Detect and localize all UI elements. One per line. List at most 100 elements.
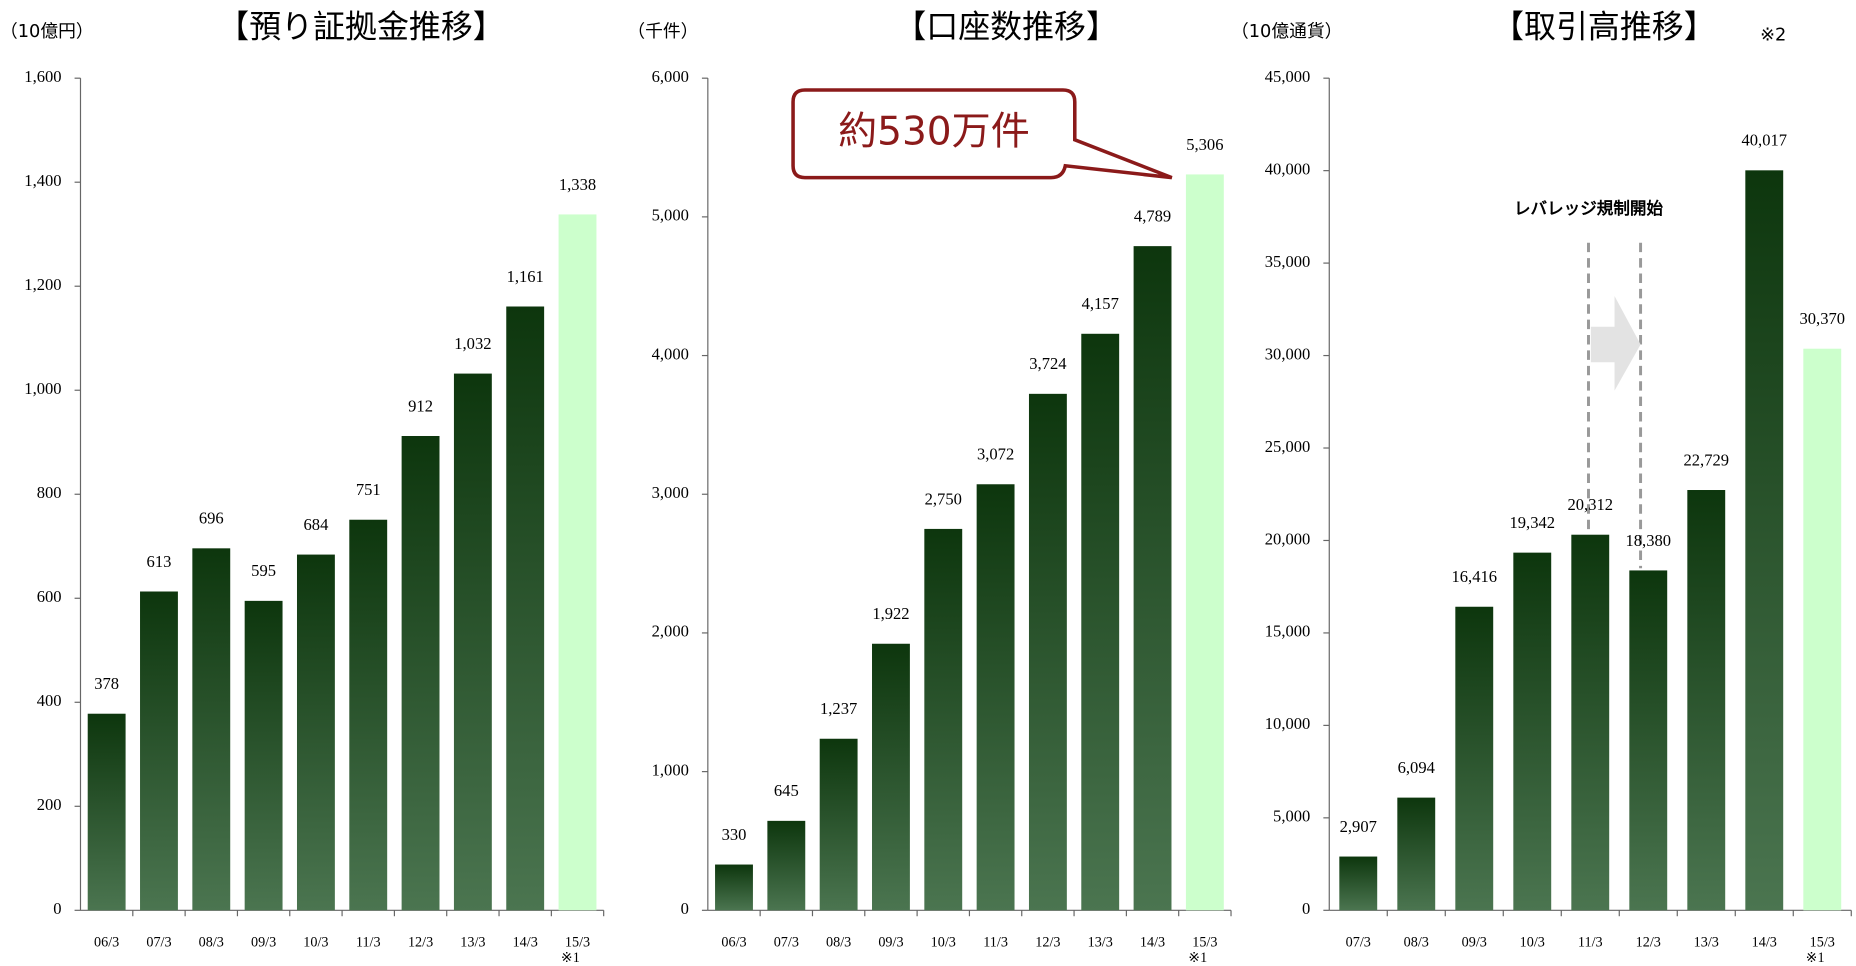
y-tick-label: 600 [37,587,62,606]
value-label: 330 [722,825,747,844]
x-tick-label: 07/3 [1346,935,1371,951]
value-label: 645 [774,781,799,800]
y-tick-label: 1,400 [24,171,61,190]
value-label: 4,789 [1134,207,1171,226]
bar [1745,170,1784,911]
title-note: ※2 [1760,26,1786,46]
y-tick-label: 5,000 [1273,807,1310,826]
y-tick-label: 0 [53,899,61,918]
x-tick-label: 09/3 [251,935,276,951]
bar [767,820,806,911]
bar [558,214,597,911]
x-tick-label: 08/3 [826,935,851,951]
chart-title: 【口座数推移】 [894,7,1118,45]
bar [1513,552,1552,911]
value-label: 2,750 [925,489,962,508]
y-tick-label: 15,000 [1265,622,1311,641]
bar [244,600,283,911]
y-tick-label: 4,000 [652,344,689,363]
bar [453,373,492,911]
y-tick-label: 25,000 [1265,437,1311,456]
x-tick-label: 07/3 [146,935,171,951]
x-tick-label: 06/3 [721,935,746,951]
category-note: ※1 [1188,950,1207,966]
y-tick-label: 1,600 [24,67,61,86]
y-tick-label: 40,000 [1265,159,1311,178]
bar [1185,174,1224,911]
x-tick-label: 12/3 [1035,935,1060,951]
value-label: 1,237 [820,699,857,718]
y-tick-label: 6,000 [652,67,689,86]
x-tick-label: 14/3 [1140,935,1165,951]
y-tick-label: 0 [681,899,689,918]
bar [1803,348,1842,911]
x-tick-label: 13/3 [1694,935,1719,951]
x-tick-label: 08/3 [199,935,224,951]
x-tick-label: 11/3 [983,935,1008,951]
y-tick-label: 30,000 [1265,344,1311,363]
bar [1133,246,1172,911]
value-label: 20,312 [1567,495,1613,514]
bar [87,713,126,911]
value-label: 40,017 [1741,131,1787,150]
value-label: 912 [408,396,433,415]
y-tick-label: 10,000 [1265,714,1311,733]
y-tick-label: 2,000 [652,622,689,641]
unit-label: （10億円） [0,21,94,42]
bar [140,591,178,911]
value-label: 3,072 [977,445,1014,464]
value-label: 5,306 [1186,135,1223,154]
value-label: 30,370 [1799,309,1845,328]
value-label: 1,338 [559,175,596,194]
bar [715,864,753,911]
y-tick-label: 1,200 [24,275,61,294]
x-tick-label: 15/3 [1810,935,1835,951]
category-note: ※1 [1806,950,1825,966]
y-tick-label: 1,000 [652,760,689,779]
chart-title: 【取引高推移】 [1492,7,1716,45]
value-label: 16,416 [1451,567,1497,586]
x-tick-label: 07/3 [774,935,799,951]
y-tick-label: 1,000 [24,379,61,398]
bar [401,435,440,911]
x-tick-label: 12/3 [408,935,433,951]
y-tick-label: 200 [37,795,62,814]
bar [1455,606,1494,911]
value-label: 6,094 [1398,758,1436,777]
bar [296,554,335,911]
y-tick-label: 0 [1302,899,1310,918]
unit-label: （千件） [627,21,698,42]
regulation-marker [1587,242,1643,569]
value-label: 1,032 [454,334,491,353]
bar [349,519,388,911]
x-tick-label: 11/3 [1578,935,1603,951]
chart-title: 【預り証拠金推移】 [217,7,504,45]
x-tick-label: 15/3 [1192,935,1217,951]
bar [1339,856,1378,911]
unit-label: （10億通貨） [1231,21,1342,42]
bar [872,643,910,911]
y-tick-label: 3,000 [652,483,689,502]
value-label: 613 [147,552,172,571]
y-tick-label: 45,000 [1265,67,1311,86]
value-label: 18,380 [1625,531,1671,550]
bar [1629,570,1668,911]
x-tick-label: 13/3 [1088,935,1113,951]
value-label: 684 [304,515,330,534]
y-tick-label: 20,000 [1265,529,1311,548]
x-tick-label: 13/3 [460,935,485,951]
x-tick-label: 12/3 [1636,935,1661,951]
value-label: 3,724 [1029,354,1067,373]
value-label: 4,157 [1082,294,1119,313]
x-tick-label: 09/3 [1462,935,1487,951]
bar [192,548,231,911]
bar [1571,534,1610,911]
y-tick-label: 35,000 [1265,252,1311,271]
x-tick-label: 08/3 [1404,935,1429,951]
x-tick-label: 15/3 [565,935,590,951]
x-tick-label: 10/3 [303,935,328,951]
value-label: 19,342 [1509,513,1555,532]
bar [1687,490,1726,911]
x-tick-label: 09/3 [878,935,903,951]
